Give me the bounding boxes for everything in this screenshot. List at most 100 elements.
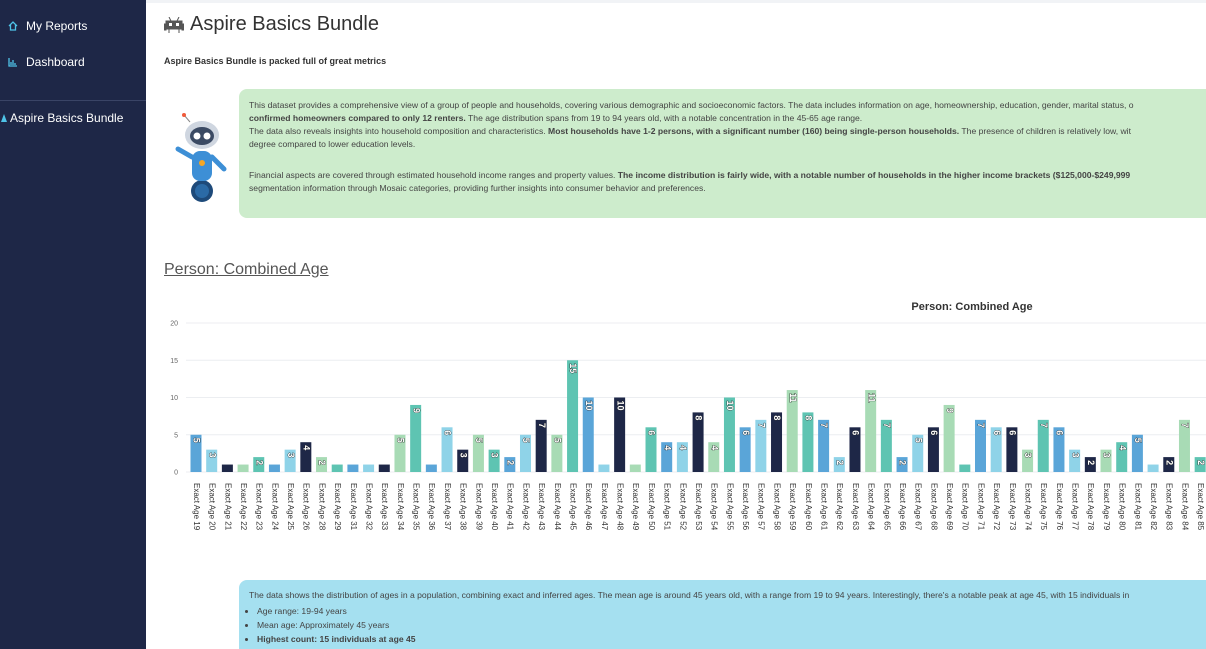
- nav-item[interactable]: Dashboard: [8, 55, 85, 69]
- title-text: Aspire Basics Bundle: [190, 13, 379, 35]
- subtitle: Aspire Basics Bundle is packed full of g…: [164, 56, 387, 66]
- bar: [1022, 449, 1034, 472]
- x-tick-label: Exact Age 83: [1165, 483, 1174, 531]
- bar: [253, 457, 265, 472]
- data-label: 7: [976, 423, 986, 428]
- bar: [331, 464, 343, 472]
- data-label: 5: [521, 438, 531, 443]
- data-label: 2: [835, 460, 845, 465]
- data-label: 8: [804, 415, 814, 420]
- nav-label: Aspire Basics Bundle: [10, 111, 124, 125]
- bar: [237, 464, 249, 472]
- bar: [614, 397, 626, 472]
- bar: [488, 449, 500, 472]
- data-label: 3: [1070, 453, 1080, 458]
- bar: [692, 412, 704, 472]
- bar: [1178, 419, 1190, 472]
- data-label: 2: [505, 460, 515, 465]
- text-line: degree compared to lower education level…: [249, 138, 1131, 151]
- x-tick-label: Exact Age 72: [992, 483, 1001, 531]
- data-label: 3: [458, 453, 468, 458]
- x-tick-label: Exact Age 52: [678, 483, 687, 531]
- data-label: 6: [1055, 430, 1065, 435]
- bar: [723, 397, 735, 472]
- bar: [1037, 419, 1049, 472]
- bar: [849, 427, 861, 472]
- data-label: 8: [772, 415, 782, 420]
- data-label: 10: [615, 401, 625, 411]
- bundle-icon: [1, 114, 7, 122]
- robot-illustration: [175, 113, 227, 202]
- bar: [582, 397, 594, 472]
- x-tick-label: Exact Age 25: [286, 483, 295, 531]
- title-icon: [164, 16, 184, 33]
- sidebar: My Reports Dashboard Aspire Basics Bundl…: [0, 0, 146, 649]
- data-label: 2: [1164, 460, 1174, 465]
- x-tick-label: Exact Age 80: [1118, 483, 1127, 531]
- data-label: 6: [929, 430, 939, 435]
- data-label: 4: [709, 445, 719, 450]
- bar: [990, 427, 1002, 472]
- bar: [441, 427, 453, 472]
- bar: [378, 464, 390, 472]
- x-tick-label: Exact Age 40: [490, 483, 499, 531]
- bar: [394, 434, 406, 472]
- x-tick-label: Exact Age 74: [1023, 483, 1032, 531]
- bar: [347, 464, 359, 472]
- chart: Person: Combined Age 0 5 10 15 20 5 Exact Age 1…: [170, 301, 1206, 531]
- x-tick-label: Exact Age 42: [521, 483, 530, 531]
- x-tick-label: Exact Age 19: [192, 483, 201, 531]
- x-tick-label: Exact Age 85: [1196, 483, 1205, 531]
- bullet: Age range: 19-94 years: [257, 604, 1206, 618]
- data-label: 3: [490, 453, 500, 458]
- x-tick-label: Exact Age 28: [317, 483, 326, 531]
- y-tick-label: 10: [170, 395, 178, 402]
- text-segment: confirmed homeowners compared to only 12…: [249, 113, 466, 123]
- paragraph: The data also reveals insights into hous…: [249, 125, 1131, 151]
- bar: [739, 427, 751, 472]
- main: Aspire Basics Bundle Aspire Basics Bundl…: [146, 0, 1206, 649]
- bar: [1194, 457, 1206, 472]
- data-label: 6: [992, 430, 1002, 435]
- x-tick-label: Exact Age 22: [239, 483, 248, 531]
- x-tick-label: Exact Age 24: [270, 483, 279, 531]
- data-label: 3: [207, 453, 217, 458]
- bar: [363, 464, 375, 472]
- divider: [0, 100, 146, 101]
- text-segment: degree compared to lower education level…: [249, 139, 416, 149]
- data-label: 3: [1102, 453, 1112, 458]
- data-label: 5: [913, 438, 923, 443]
- x-tick-label: Exact Age 21: [223, 483, 232, 531]
- data-label: 3: [1023, 453, 1033, 458]
- bullet: Mean age: Approximately 45 years: [257, 618, 1206, 632]
- bar: [268, 464, 280, 472]
- bar: [912, 434, 924, 472]
- x-tick-label: Exact Age 66: [898, 483, 907, 531]
- bullet-text: Highest count: 15 individuals at age 45: [257, 634, 416, 644]
- x-tick-label: Exact Age 49: [631, 483, 640, 531]
- bar: [551, 434, 563, 472]
- x-tick-label: Exact Age 75: [1039, 483, 1048, 531]
- note-box: The data shows the distribution of ages …: [239, 580, 1206, 649]
- data-label: 11: [788, 393, 798, 403]
- x-tick-label: Exact Age 53: [694, 483, 703, 531]
- x-tick-label: Exact Age 38: [459, 483, 468, 531]
- data-label: 10: [725, 401, 735, 411]
- y-tick-label: 15: [170, 358, 178, 365]
- x-tick-label: Exact Age 48: [616, 483, 625, 531]
- x-tick-label: Exact Age 45: [568, 483, 577, 531]
- data-label: 3: [286, 453, 296, 458]
- bar: [661, 442, 673, 472]
- nav-item[interactable]: My Reports: [8, 19, 87, 33]
- bar: [519, 434, 531, 472]
- data-label: 7: [882, 423, 892, 428]
- bar: [535, 419, 547, 472]
- x-tick-label: Exact Age 78: [1086, 483, 1095, 531]
- bar: [802, 412, 814, 472]
- nav-item[interactable]: Aspire Basics Bundle: [0, 111, 123, 125]
- bar: [943, 404, 955, 472]
- text-segment: This dataset provides a comprehensive vi…: [249, 100, 1134, 110]
- x-tick-label: Exact Age 57: [757, 483, 766, 531]
- data-label: 6: [851, 430, 861, 435]
